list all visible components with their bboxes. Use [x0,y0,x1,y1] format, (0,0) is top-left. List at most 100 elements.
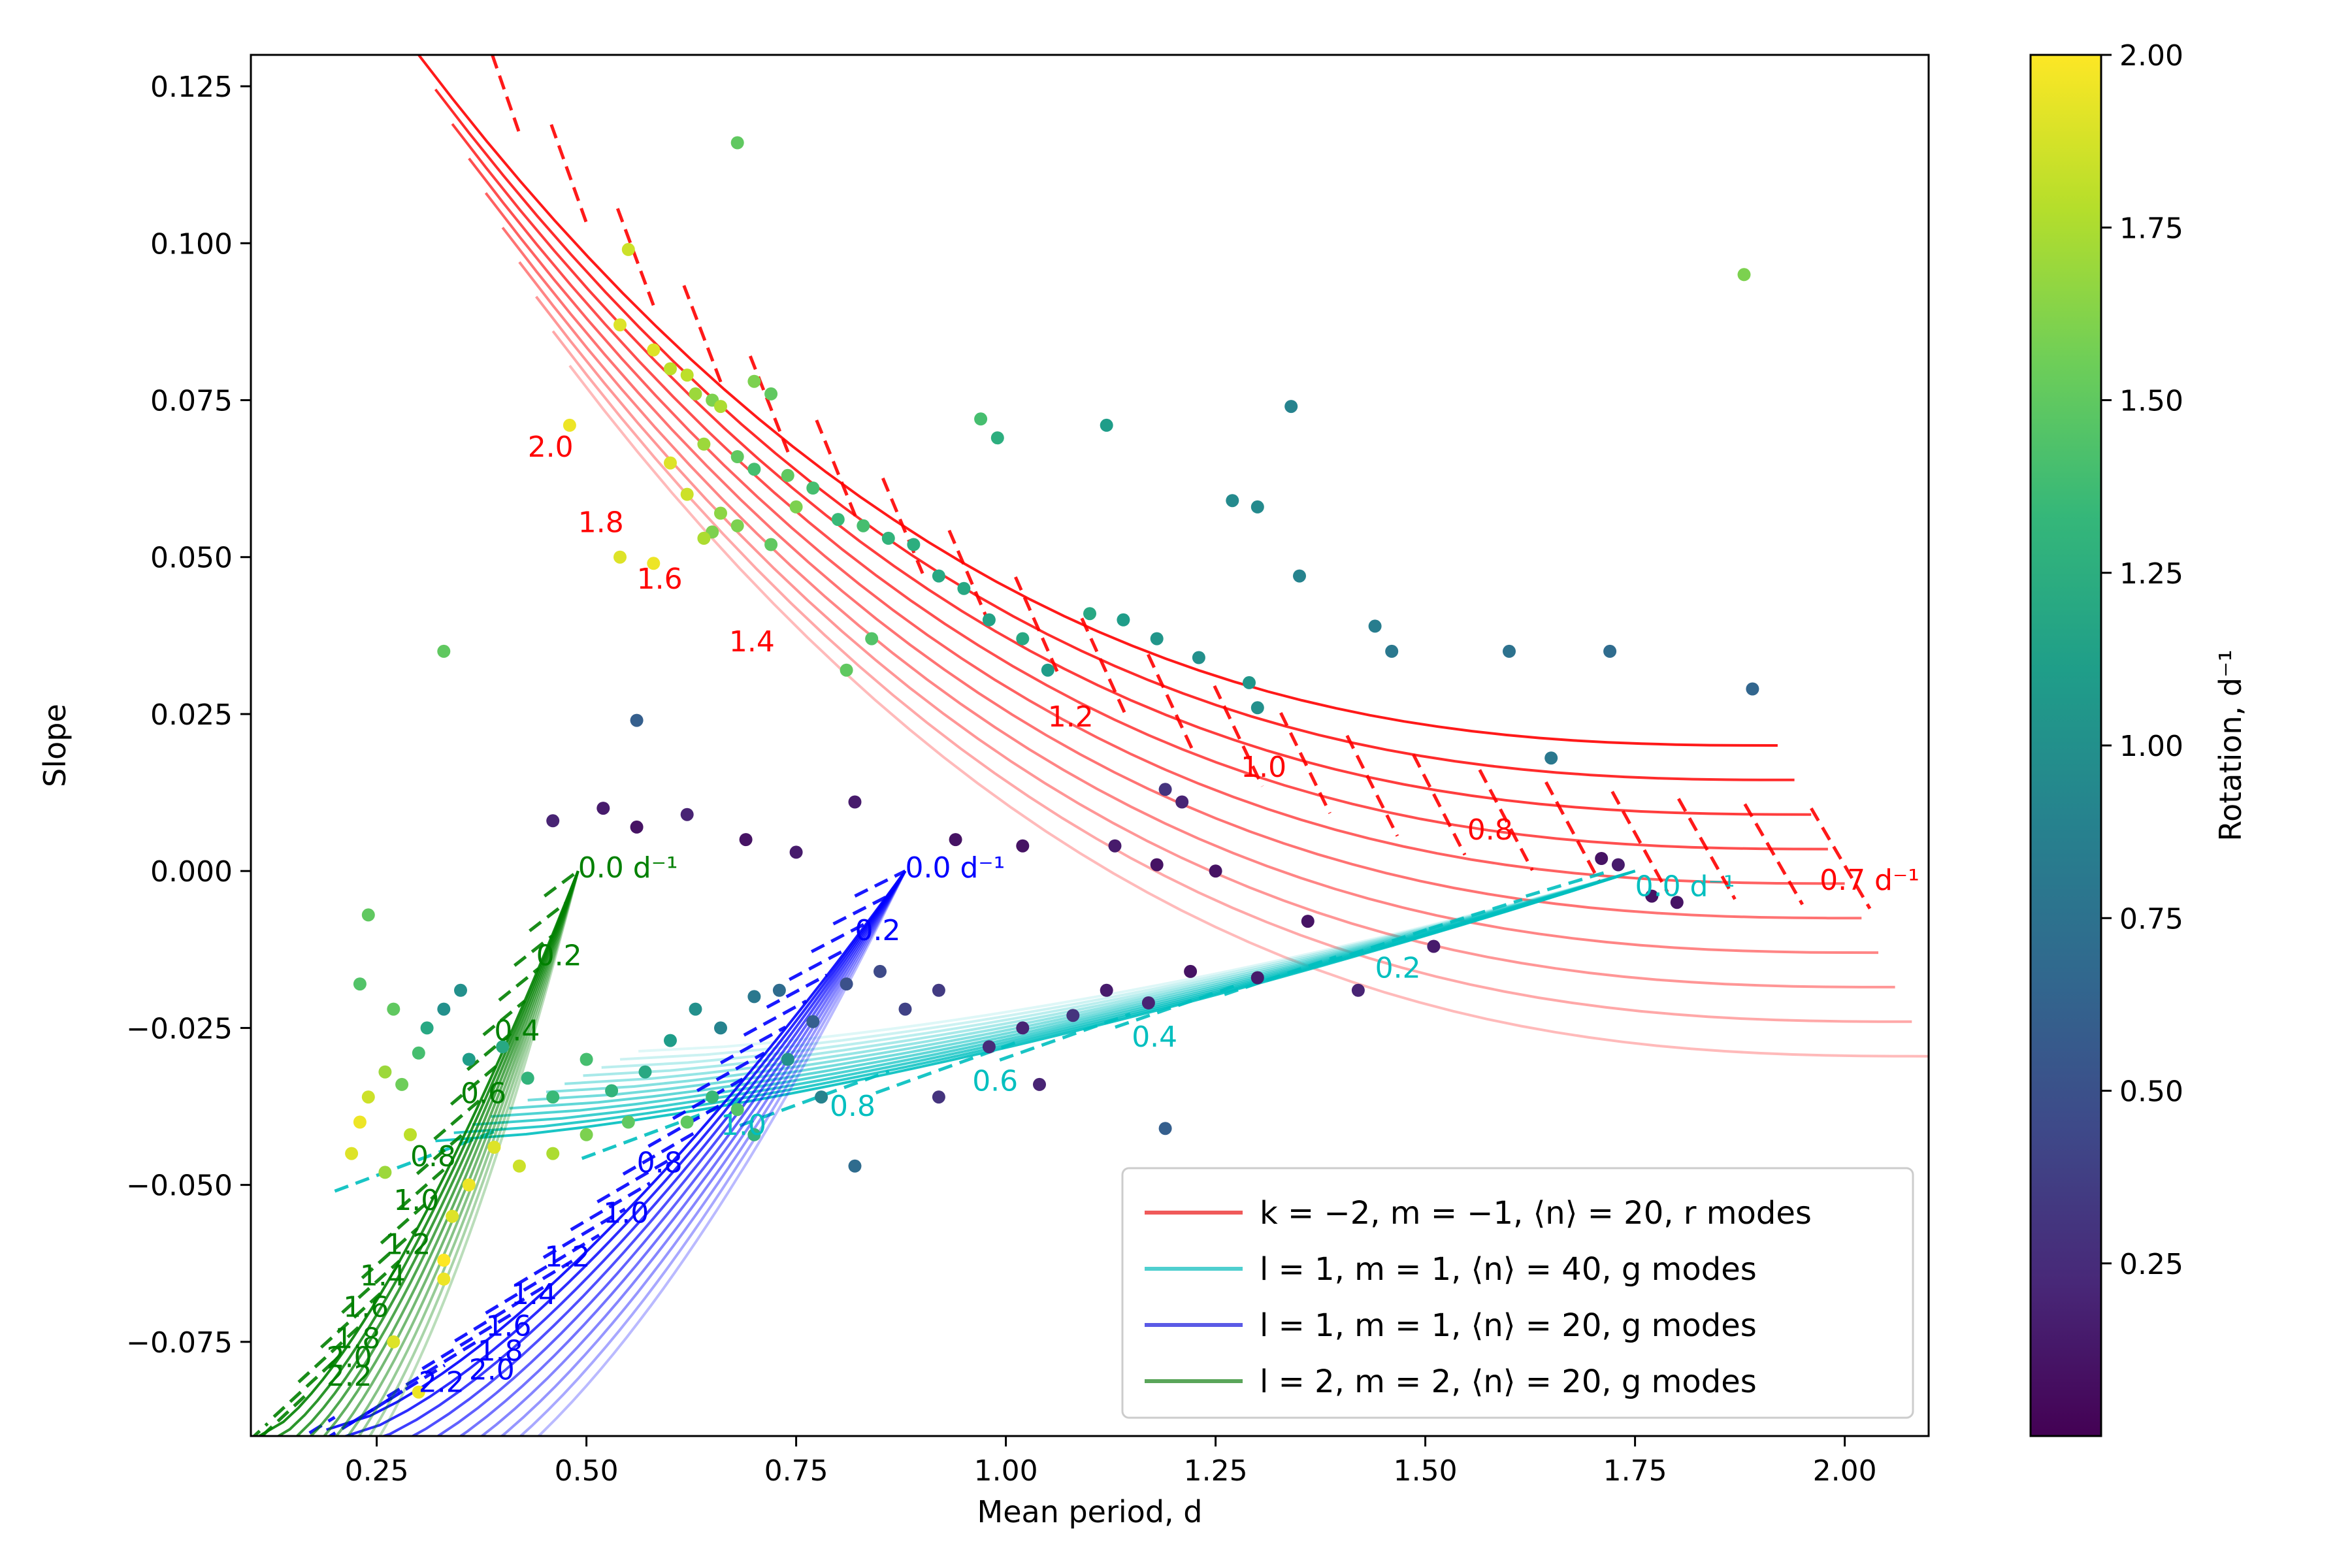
colorbar-tick-label: 1.75 [2119,212,2183,245]
model-dashed-line [789,947,848,981]
model-dashed-line [348,1364,446,1426]
data-point [580,1053,593,1066]
data-point [378,1166,392,1179]
model-curve [258,870,580,1436]
model-curve [564,870,1636,1085]
model-dashed-line [596,1155,676,1203]
data-point [1503,644,1516,658]
data-point [730,1103,744,1117]
data-point [874,964,887,978]
data-point [680,808,694,821]
model-dashed-line [1610,791,1669,893]
model-lines [252,55,1929,1436]
model-dashed-line [881,477,926,580]
model-curve [499,870,907,1436]
model-dashed-line [743,1000,808,1037]
model-dashed-line [1080,617,1129,720]
data-point [815,1090,828,1104]
model-dashed-line [386,1337,482,1398]
data-point [412,1046,425,1060]
model-dashed-line [719,1025,787,1065]
data-point [1595,852,1609,865]
model-dashed-line [739,1070,890,1128]
model-dashed-line [319,1292,382,1349]
model-dashed-line [334,1126,504,1193]
data-point [1670,896,1684,909]
data-point [420,1021,434,1035]
grid-label: 1.8 [578,506,624,539]
data-point [387,1335,400,1348]
model-family-2 [301,869,907,1436]
data-point [621,1115,635,1129]
data-point [1175,795,1189,809]
data-point [1746,682,1759,696]
data-point [1100,418,1113,432]
grid-label: 0.4 [494,1015,540,1048]
data-point [747,1128,761,1141]
y-tick-label: −0.025 [126,1012,233,1045]
data-point [1284,400,1298,414]
data-point [378,1065,392,1079]
data-point [1645,889,1659,903]
model-dashed-line [341,1260,401,1315]
data-point [680,368,694,382]
data-point [1192,651,1205,664]
grid-label: 0.0 d⁻¹ [906,851,1005,885]
x-tick-label: 1.75 [1603,1454,1667,1488]
data-point [840,977,853,991]
model-dashed-line [1147,653,1197,756]
model-curve [295,870,580,1436]
data-point [361,908,375,922]
data-point [1158,783,1172,796]
model-dashed-line [622,1130,698,1176]
model-dashed-line [1345,734,1399,837]
grid-label: 0.0 d⁻¹ [578,851,678,885]
model-curve [619,870,1636,1061]
x-tick-label: 2.00 [1813,1454,1877,1488]
data-point [764,538,778,551]
grid-label: 0.0 d⁻¹ [1635,870,1735,904]
grid-label: 0.8 [410,1140,456,1173]
data-point [907,538,921,551]
data-point [1226,494,1239,508]
model-curve [308,870,580,1436]
data-point [1083,607,1096,621]
data-point [512,1159,526,1173]
model-dashed-line [947,529,994,632]
data-point [982,1040,996,1054]
grid-label: 1.0 [603,1196,649,1230]
grid-label: 1.8 [478,1335,523,1368]
data-point [1158,1122,1172,1135]
data-point [630,713,644,727]
data-point [772,983,786,997]
legend-entry-label: l = 1, m = 1, ⟨n⟩ = 40, g modes [1260,1251,1757,1288]
model-dashed-line [766,973,828,1009]
model-curve [458,870,907,1436]
model-curve [368,870,580,1436]
data-point [689,1002,702,1016]
data-point [1016,839,1030,853]
model-dashed-line [1478,769,1534,872]
model-curve [346,870,580,1436]
model-dashed-line [529,902,566,932]
grid-label: 1.2 [1048,700,1094,734]
data-point [496,1040,510,1054]
data-point [932,983,945,997]
model-dashed-line [252,1422,269,1436]
grid-label: 1.0 [1241,751,1286,784]
model-curve [583,870,1636,1077]
model-dashed-line [416,1130,468,1175]
grid-label: 1.2 [544,1241,590,1274]
data-point [1150,858,1164,872]
model-dashed-line [1224,955,1337,996]
colorbar-gradient [2029,54,2102,1437]
data-point [932,1090,945,1104]
model-curve [417,55,1778,747]
data-point [546,1090,560,1104]
data-point [1737,268,1751,282]
model-dashed-line [1328,926,1432,964]
data-point [865,632,879,645]
x-tick-label: 1.00 [974,1454,1038,1488]
grid-label: 1.0 [393,1184,439,1217]
data-point [647,343,661,357]
